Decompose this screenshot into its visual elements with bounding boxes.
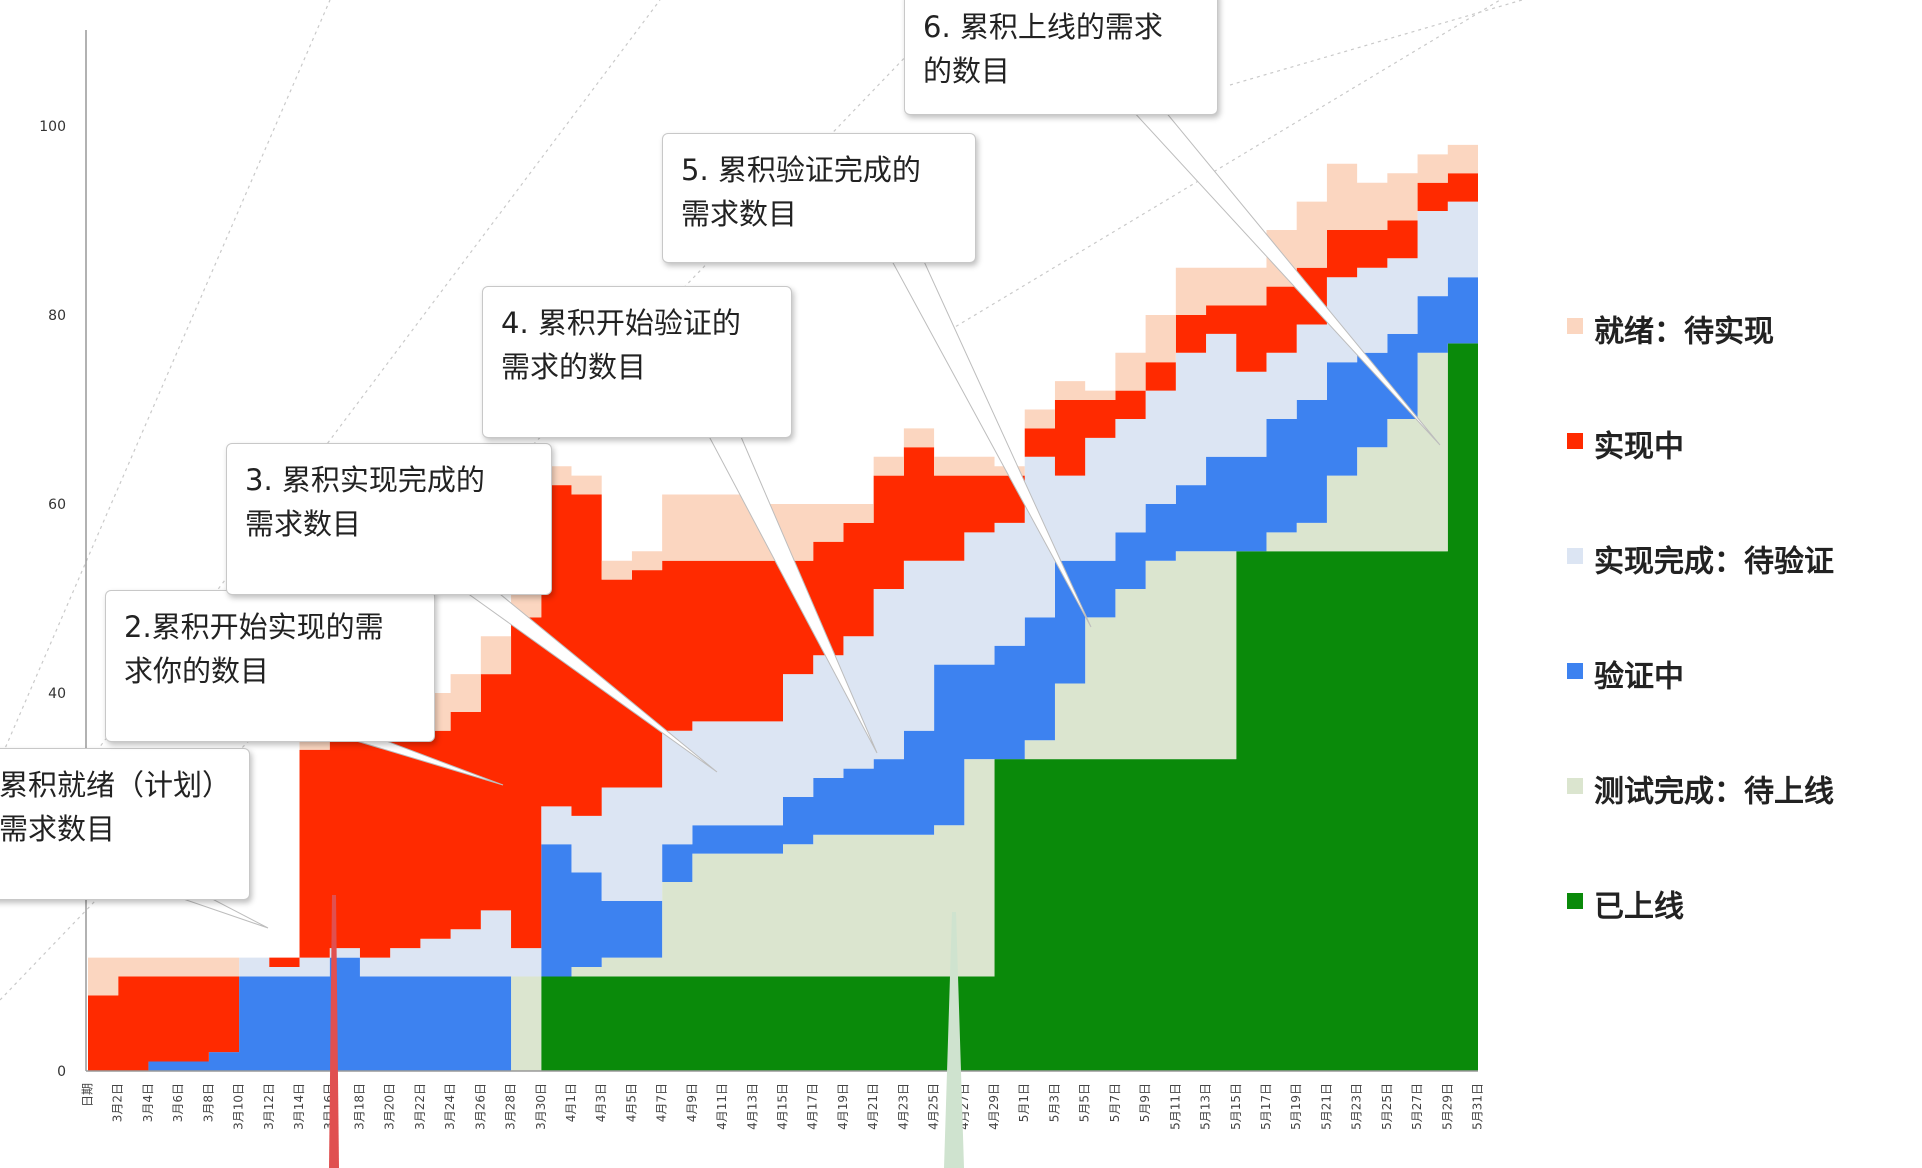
- x-tick-label: 4月29日: [987, 1083, 1001, 1130]
- x-tick-label: 5月23日: [1350, 1083, 1364, 1130]
- x-tick-label: 5月5日: [1078, 1083, 1092, 1122]
- legend-label: 验证中: [1594, 660, 1684, 695]
- x-tick-label: 4月23日: [896, 1083, 910, 1130]
- x-tick-label: 5月31日: [1471, 1083, 1485, 1130]
- x-tick-label: 3月24日: [443, 1083, 457, 1130]
- legend-label: 就绪：待实现: [1594, 315, 1774, 350]
- legend-swatch: [1567, 778, 1583, 794]
- guide-line: [1229, 0, 1523, 86]
- x-tick-label: 5月3日: [1047, 1083, 1061, 1122]
- x-tick-label: 3月10日: [232, 1083, 246, 1130]
- y-tick-label: 40: [48, 686, 66, 702]
- callout-c5: 5. 累积验证完成的 需求数目: [662, 133, 976, 263]
- x-tick-label: 4月1日: [564, 1083, 578, 1122]
- area-实现中: [88, 144, 1478, 1071]
- x-tick-label: 5月21日: [1319, 1083, 1333, 1130]
- x-tick-label: 3月6日: [171, 1083, 185, 1122]
- y-tick-label: 0: [57, 1064, 66, 1080]
- x-tick-label: 3月26日: [473, 1083, 487, 1130]
- x-tick-label: 3月8日: [201, 1083, 215, 1122]
- x-tick-label: 5月27日: [1410, 1083, 1424, 1130]
- legend-label: 已上线: [1594, 890, 1684, 925]
- x-tick-label: 3月30日: [534, 1083, 548, 1130]
- x-tick-label: 3月20日: [383, 1083, 397, 1130]
- legend-swatch: [1567, 663, 1583, 679]
- x-tick-label: 4月19日: [836, 1083, 850, 1130]
- x-tick-label: 5月13日: [1199, 1083, 1213, 1130]
- x-tick-label: 4月17日: [806, 1083, 820, 1130]
- callout-c4: 4. 累积开始验证的 需求的数目: [482, 286, 792, 438]
- legend-swatch: [1567, 433, 1583, 449]
- callout-c1: 累积就绪（计划） 需求数目: [0, 748, 250, 900]
- callout-c6: 6. 累积上线的需求 的数目: [904, 0, 1218, 115]
- x-tick-label: 4月13日: [745, 1083, 759, 1130]
- legend-swatch: [1567, 548, 1583, 564]
- legend-swatch: [1567, 318, 1583, 334]
- x-tick-label: 5月19日: [1289, 1083, 1303, 1130]
- x-tick-label: 3月22日: [413, 1083, 427, 1130]
- callout-c3: 3. 累积实现完成的 需求数目: [226, 443, 552, 595]
- guide-line: [949, 0, 1501, 331]
- x-tick-label: 3月12日: [262, 1083, 276, 1130]
- area-测试完成-待上线: [88, 315, 1478, 1071]
- x-tick-label: 3月28日: [504, 1083, 518, 1130]
- x-tick-label: 3月14日: [292, 1083, 306, 1130]
- marker-red: [329, 895, 339, 1168]
- callout-pointer: [174, 895, 269, 929]
- y-tick-label: 60: [48, 497, 66, 513]
- y-tick-label: 80: [48, 308, 66, 324]
- legend-label: 实现完成：待验证: [1594, 545, 1834, 580]
- x-tick-label: 3月4日: [141, 1083, 155, 1122]
- x-tick-label: 日期: [81, 1083, 95, 1107]
- x-tick-label: 4月15日: [776, 1083, 790, 1130]
- marker-green: [944, 912, 964, 1168]
- x-tick-label: 4月25日: [927, 1083, 941, 1130]
- axes: 020406080100日期3月2日3月4日3月6日3月8日3月10日3月12日…: [39, 30, 1485, 1130]
- x-tick-label: 5月9日: [1138, 1083, 1152, 1122]
- x-tick-label: 3月18日: [352, 1083, 366, 1130]
- guide-line: [0, 0, 331, 761]
- legend-swatch: [1567, 893, 1583, 909]
- area-已上线: [88, 343, 1478, 1072]
- x-tick-label: 5月15日: [1229, 1083, 1243, 1130]
- x-tick-label: 4月11日: [715, 1083, 729, 1130]
- x-tick-label: 5月1日: [1017, 1083, 1031, 1122]
- x-tick-label: 5月11日: [1168, 1083, 1182, 1130]
- x-tick-label: 3月2日: [111, 1083, 125, 1122]
- x-tick-label: 4月9日: [685, 1083, 699, 1122]
- x-tick-label: 4月7日: [655, 1083, 669, 1122]
- legend-label: 测试完成：待上线: [1594, 775, 1834, 810]
- x-tick-label: 4月5日: [624, 1083, 638, 1122]
- x-tick-label: 5月29日: [1440, 1083, 1454, 1130]
- y-tick-label: 100: [39, 119, 66, 135]
- x-tick-label: 4月21日: [866, 1083, 880, 1130]
- x-tick-label: 5月25日: [1380, 1083, 1394, 1130]
- callout-c2: 2.累积开始实现的需 求你的数目: [105, 590, 435, 742]
- x-tick-label: 5月17日: [1259, 1083, 1273, 1130]
- x-tick-label: 4月3日: [594, 1083, 608, 1122]
- legend-label: 实现中: [1594, 430, 1684, 465]
- x-tick-label: 5月7日: [1108, 1083, 1122, 1122]
